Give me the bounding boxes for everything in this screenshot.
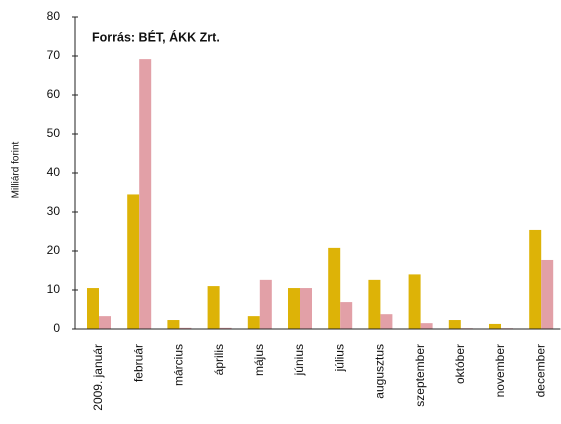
bar xyxy=(207,286,220,329)
bar xyxy=(167,320,180,329)
bar xyxy=(99,316,111,329)
bar xyxy=(127,194,140,329)
x-tick-label: szeptember xyxy=(413,344,427,407)
bar xyxy=(408,274,421,329)
x-tick-label: május xyxy=(252,344,266,376)
x-tick-label: február xyxy=(131,344,145,382)
y-tick-label: 10 xyxy=(47,282,61,296)
bar xyxy=(529,229,542,329)
bar xyxy=(420,323,433,329)
bar xyxy=(340,302,353,329)
bar xyxy=(259,279,272,329)
x-tick-label: április xyxy=(212,344,226,375)
x-tick-label: 2009. január xyxy=(91,344,105,411)
y-axis-label: Milliárd forint xyxy=(11,141,22,198)
bar xyxy=(179,327,192,329)
bar xyxy=(380,314,393,329)
x-tick-label: június xyxy=(292,344,306,376)
y-tick-label: 30 xyxy=(47,204,61,218)
y-tick-label: 80 xyxy=(47,9,61,23)
y-tick-label: 70 xyxy=(47,48,61,62)
bar xyxy=(300,288,312,329)
annotation: Forrás: BÉT, ÁKK Zrt. xyxy=(92,29,220,44)
y-tick-label: 50 xyxy=(47,126,61,140)
bar xyxy=(219,327,232,329)
y-tick-label: 0 xyxy=(53,321,60,335)
bar xyxy=(489,323,501,329)
x-tick-label: december xyxy=(533,344,547,397)
x-tick-label: augusztus xyxy=(373,344,387,399)
bar xyxy=(288,288,300,329)
bar xyxy=(448,320,461,329)
y-tick-label: 20 xyxy=(47,243,61,257)
y-tick-label: 40 xyxy=(47,165,61,179)
bar xyxy=(247,316,260,329)
bar xyxy=(368,279,381,329)
x-tick-label: október xyxy=(453,344,467,384)
x-tick-label: július xyxy=(332,344,346,372)
bar xyxy=(87,288,99,329)
bar xyxy=(328,247,341,329)
bar xyxy=(541,259,554,329)
y-tick-label: 60 xyxy=(47,87,61,101)
bar xyxy=(139,59,152,330)
x-tick-label: március xyxy=(172,344,186,386)
x-tick-label: november xyxy=(493,344,507,397)
